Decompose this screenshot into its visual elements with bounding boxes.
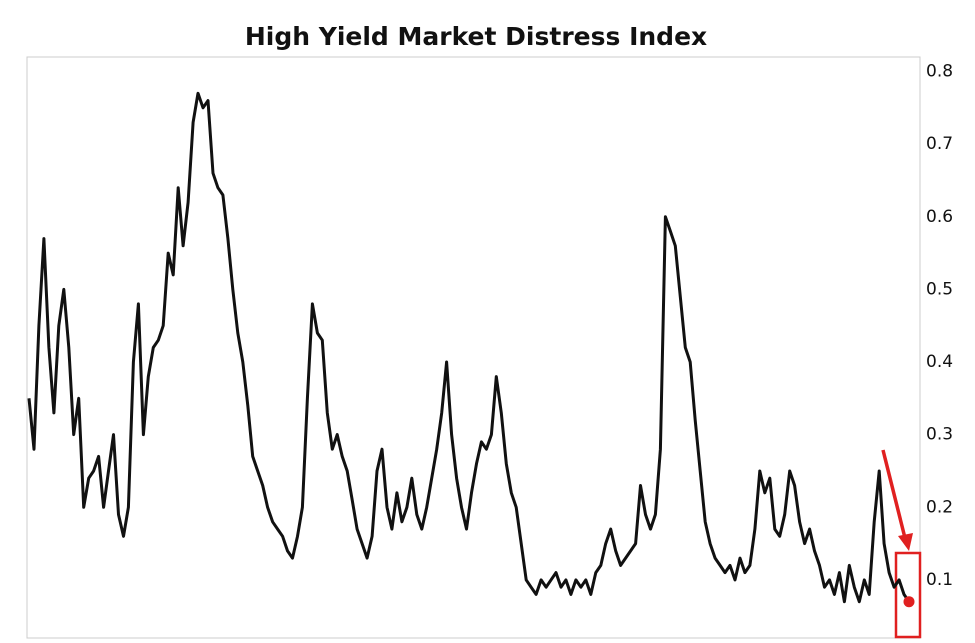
y-tick-label: 0.4 (926, 352, 953, 372)
line (27, 91, 911, 604)
y-tick-label: 0.8 (926, 62, 953, 82)
y-tick-label: 0.6 (926, 207, 953, 227)
y-tick-label: 0.3 (926, 425, 953, 445)
arrow-shaft (881, 449, 907, 539)
y-tick-label: 0.5 (926, 279, 953, 299)
arrow-head (898, 533, 913, 551)
y-tick-label: 0.7 (926, 134, 953, 154)
chart-title: High Yield Market Distress Index (245, 22, 707, 51)
y-tick-label: 0.2 (926, 497, 953, 517)
last-point (903, 596, 915, 608)
plot-frame (26, 56, 921, 639)
highlight-box (894, 551, 922, 639)
y-tick-label: 0.1 (926, 570, 953, 590)
